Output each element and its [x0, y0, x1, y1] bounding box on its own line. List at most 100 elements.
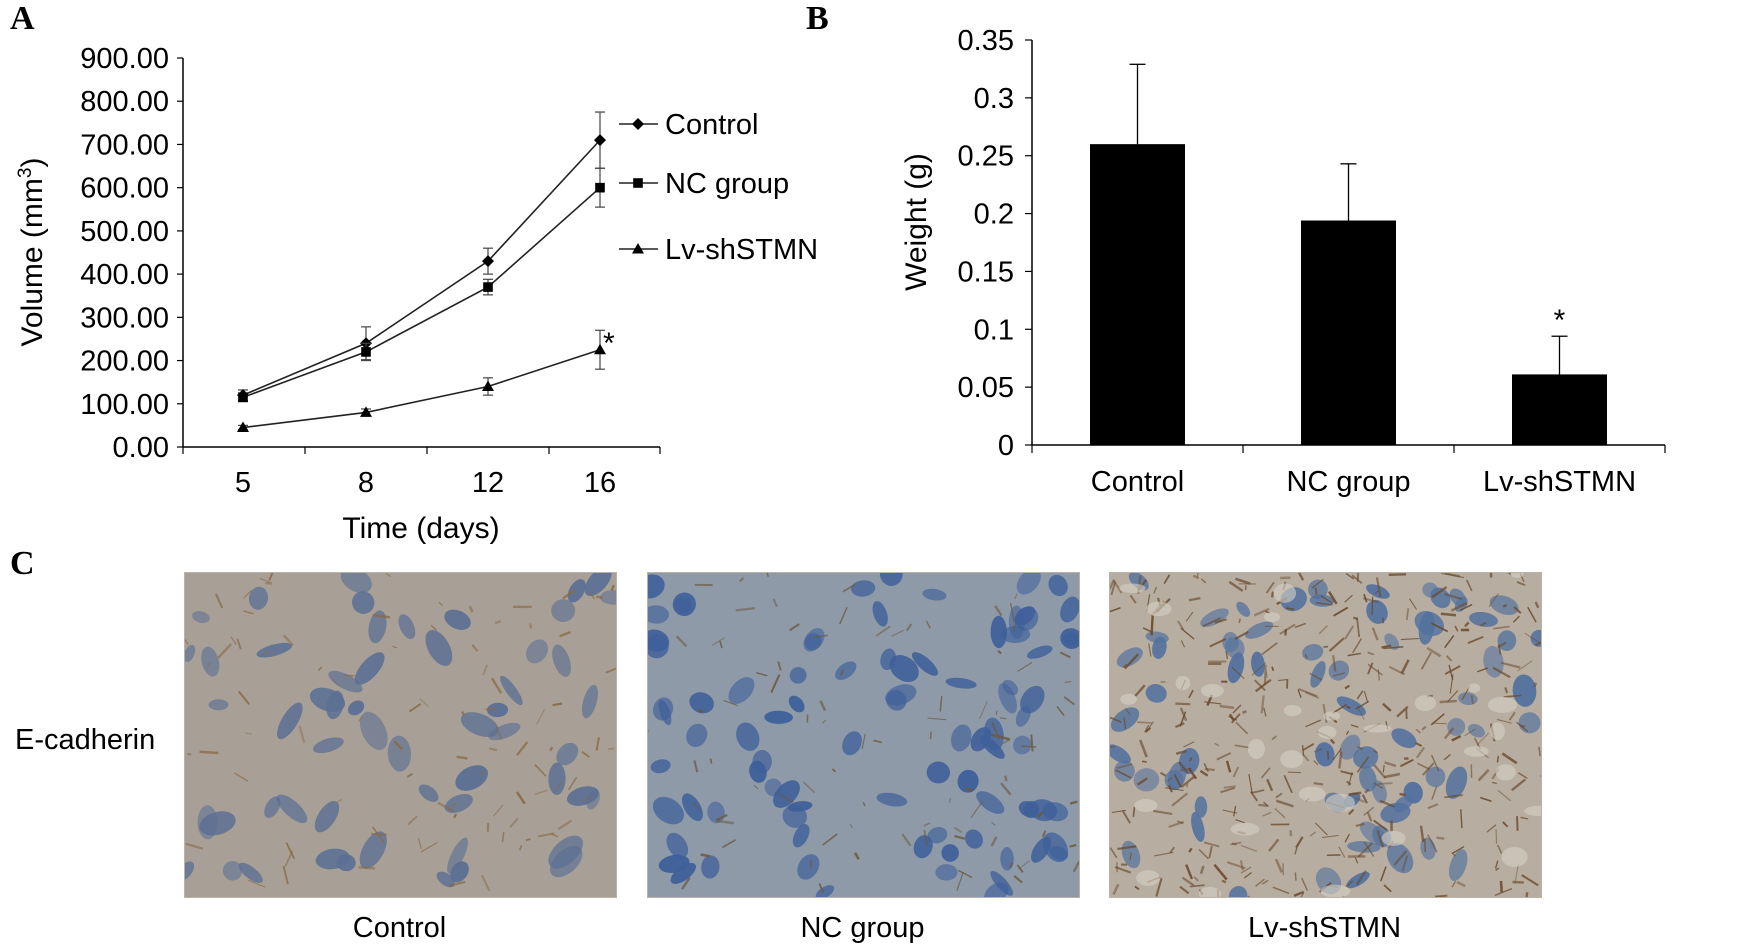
- membrane-stain: [1185, 864, 1193, 880]
- membrane-stain: [1177, 620, 1185, 631]
- membrane-stain: [853, 852, 860, 860]
- membrane-stain: [1517, 660, 1533, 672]
- y-tick-label: 0: [998, 430, 1014, 462]
- cell-nucleus: [1200, 608, 1229, 627]
- membrane-stain: [1223, 785, 1236, 789]
- membrane-stain: [1314, 587, 1318, 596]
- cell-nucleus: [500, 675, 523, 706]
- membrane-stain: [1419, 825, 1425, 843]
- membrane-stain: [1355, 700, 1370, 710]
- series-line: [242, 139, 601, 396]
- y-tick-label: 0.05: [958, 372, 1014, 404]
- membrane-stain: [1261, 879, 1269, 885]
- membrane-stain: [1193, 876, 1199, 882]
- membrane-stain: [1266, 778, 1274, 792]
- membrane-stain: [1507, 573, 1512, 575]
- pale-cell: [1134, 798, 1158, 813]
- membrane-stain: [1311, 578, 1324, 589]
- membrane-stain: [1234, 744, 1250, 749]
- cell-nucleus: [957, 769, 979, 793]
- cell-nucleus: [686, 723, 708, 748]
- membrane-stain: [1300, 893, 1304, 897]
- membrane-stain: [453, 813, 458, 819]
- membrane-stain: [1517, 772, 1528, 780]
- membrane-stain: [1329, 738, 1336, 745]
- bar-nc-group: [1301, 220, 1396, 445]
- y-tick-label: 0.35: [958, 25, 1014, 57]
- x-tick-label: Lv-shSTMN: [1483, 466, 1636, 498]
- cell-nucleus: [1359, 766, 1377, 792]
- membrane-stain: [515, 791, 526, 805]
- cell-nucleus: [670, 862, 696, 884]
- membrane-stain: [1160, 771, 1167, 777]
- membrane-stain: [437, 801, 455, 813]
- data-point: [360, 406, 372, 417]
- membrane-stain: [372, 613, 391, 619]
- membrane-stain: [1301, 745, 1305, 756]
- membrane-stain: [970, 801, 983, 818]
- membrane-stain: [1012, 623, 1017, 632]
- membrane-stain: [1316, 602, 1333, 606]
- cell-nucleus: [672, 592, 696, 617]
- membrane-stain: [1166, 776, 1173, 782]
- cell-nucleus: [792, 824, 810, 848]
- membrane-stain: [1338, 846, 1346, 858]
- membrane-stain: [550, 832, 559, 838]
- membrane-stain: [1377, 669, 1381, 681]
- membrane-stain: [1069, 800, 1078, 805]
- y-tick-label: 0.2: [974, 199, 1014, 231]
- membrane-stain: [199, 750, 219, 755]
- membrane-stain: [1110, 581, 1117, 596]
- cell-nucleus: [185, 644, 196, 663]
- membrane-stain: [1420, 651, 1432, 670]
- membrane-stain: [1430, 754, 1440, 772]
- membrane-stain: [1352, 638, 1362, 654]
- membrane-stain: [1524, 632, 1539, 643]
- membrane-stain: [1421, 725, 1427, 731]
- membrane-stain: [715, 813, 728, 822]
- membrane-stain: [1415, 728, 1422, 734]
- membrane-stain: [1185, 783, 1189, 788]
- membrane-stain: [1134, 684, 1146, 697]
- pale-cell: [1463, 746, 1489, 757]
- membrane-stain: [1357, 842, 1373, 858]
- membrane-stain: [1431, 785, 1438, 800]
- membrane-stain: [831, 768, 837, 773]
- y-tick-label: 0.00: [113, 432, 169, 464]
- membrane-stain: [1332, 748, 1342, 761]
- membrane-stain: [1332, 672, 1346, 677]
- membrane-stain: [1361, 794, 1368, 804]
- membrane-stain: [839, 606, 848, 625]
- membrane-stain: [756, 672, 768, 677]
- membrane-stain: [214, 593, 224, 609]
- membrane-stain: [692, 802, 701, 811]
- membrane-stain: [778, 793, 794, 804]
- membrane-stain: [495, 726, 503, 741]
- membrane-stain: [1181, 876, 1195, 887]
- cell-nucleus: [736, 722, 760, 751]
- bar-lv-shstmn: [1512, 374, 1607, 445]
- cell-nucleus: [926, 761, 951, 784]
- membrane-stain: [1327, 750, 1330, 760]
- membrane-stain: [1356, 756, 1370, 773]
- cell-nucleus: [359, 831, 387, 869]
- membrane-stain: [1271, 666, 1275, 672]
- membrane-stain: [1427, 803, 1439, 810]
- membrane-stain: [408, 703, 422, 713]
- pale-cell: [1198, 886, 1222, 897]
- membrane-stain: [739, 577, 745, 583]
- membrane-stain: [1198, 848, 1210, 860]
- cell-nucleus: [1403, 781, 1423, 804]
- membrane-stain: [957, 869, 973, 879]
- membrane-stain: [1192, 574, 1200, 580]
- cell-nucleus: [1048, 574, 1068, 597]
- membrane-stain: [1345, 730, 1350, 736]
- membrane-stain: [1466, 579, 1473, 592]
- cell-nucleus: [1016, 573, 1041, 595]
- membrane-stain: [1444, 665, 1461, 675]
- membrane-stain: [1226, 861, 1246, 870]
- membrane-stain: [207, 661, 211, 667]
- membrane-stain: [1374, 590, 1380, 595]
- membrane-stain: [1400, 659, 1410, 675]
- cell-nucleus: [965, 829, 983, 849]
